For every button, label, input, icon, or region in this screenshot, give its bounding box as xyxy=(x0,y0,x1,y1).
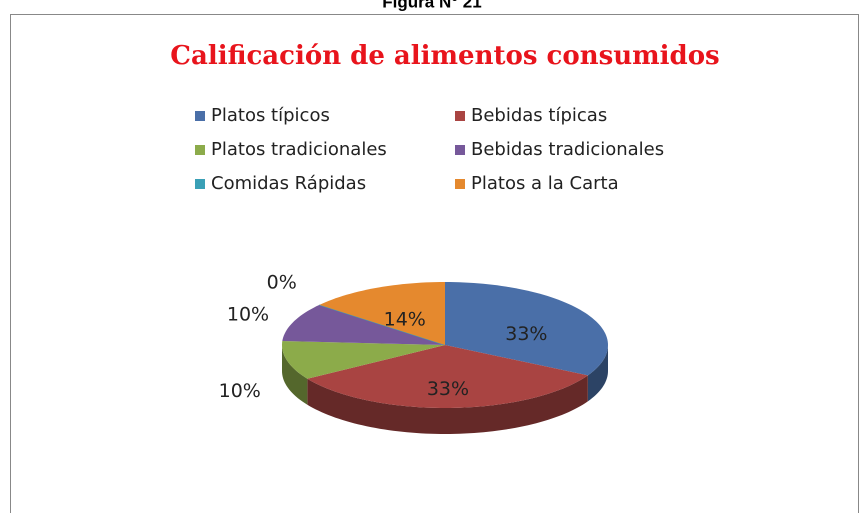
legend-label: Platos típicos xyxy=(211,105,330,126)
legend-label: Bebidas típicas xyxy=(471,105,607,126)
data-label: 10% xyxy=(227,303,269,325)
data-label: 0% xyxy=(267,271,297,293)
legend-swatch xyxy=(195,179,205,189)
data-label: 14% xyxy=(384,308,426,330)
legend-label: Platos a la Carta xyxy=(471,173,619,194)
legend-swatch xyxy=(455,179,465,189)
chart-frame xyxy=(10,14,859,513)
legend-label: Platos tradicionales xyxy=(211,139,387,160)
pie-slice xyxy=(445,282,608,376)
legend-label: Comidas Rápidas xyxy=(211,173,366,194)
data-label: 10% xyxy=(219,380,261,402)
pie-side xyxy=(587,345,608,402)
chart-title: Calificación de alimentos consumidos xyxy=(170,41,719,71)
legend-swatch xyxy=(455,145,465,155)
pie: 33% 33% 10% 10% 0% 14% xyxy=(219,271,608,434)
data-label: 33% xyxy=(427,378,469,400)
pie-slice xyxy=(282,304,445,345)
pie-side xyxy=(282,345,308,405)
pie-slice xyxy=(282,341,445,379)
data-label: 33% xyxy=(505,323,547,345)
legend-label: Bebidas tradicionales xyxy=(471,139,664,160)
legend-swatch xyxy=(455,111,465,121)
pie-slice xyxy=(307,345,588,408)
pie-side xyxy=(307,375,588,434)
pie-slice xyxy=(319,282,445,345)
figure-caption: Figura N° 21 xyxy=(382,0,481,11)
legend-swatch xyxy=(195,111,205,121)
legend-swatch xyxy=(195,145,205,155)
legend: Platos típicos Bebidas típicas Platos trad… xyxy=(195,105,664,194)
